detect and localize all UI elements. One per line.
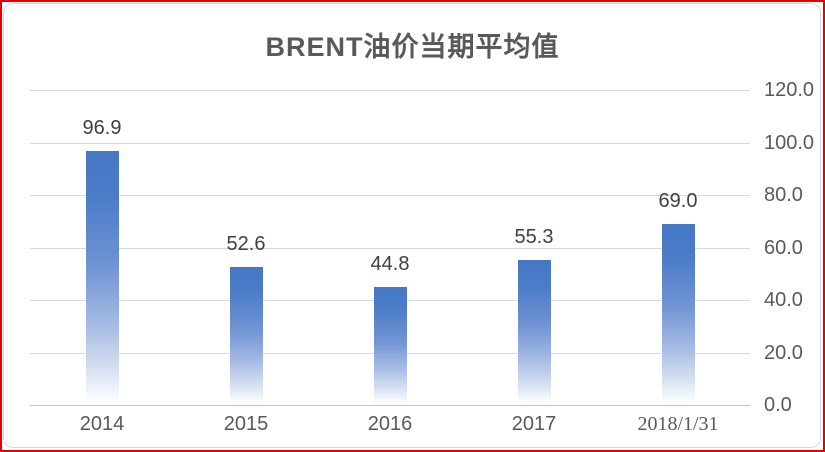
data-label: 69.0 [658, 190, 698, 212]
plot-area [30, 90, 750, 406]
bar-2016 [374, 287, 407, 405]
gridline [30, 90, 750, 91]
gridline [30, 248, 750, 249]
y-tick-label: 60.0 [764, 237, 803, 259]
x-tick-label: 2018/1/31 [637, 413, 719, 435]
gridline [30, 143, 750, 144]
chart-title: BRENT油价当期平均值 [265, 32, 560, 62]
bar-2015 [230, 267, 263, 405]
y-tick-label: 100.0 [764, 132, 815, 154]
y-tick-label: 20.0 [764, 342, 803, 364]
y-tick-label: 0.0 [764, 394, 792, 416]
bar-2014 [86, 151, 119, 405]
data-label: 44.8 [370, 253, 410, 275]
bar-2018/1/31 [662, 224, 695, 405]
data-label: 52.6 [226, 233, 266, 255]
bar-2017 [518, 260, 551, 405]
x-axis-line [30, 405, 750, 406]
x-tick-label: 2014 [79, 413, 125, 435]
y-tick-label: 120.0 [764, 79, 815, 101]
data-label: 96.9 [82, 117, 122, 139]
y-tick-label: 80.0 [764, 184, 803, 206]
x-tick-label: 2017 [511, 413, 557, 435]
gridline [30, 195, 750, 196]
y-tick-label: 40.0 [764, 289, 803, 311]
data-label: 55.3 [514, 226, 554, 248]
x-tick-label: 2015 [223, 413, 269, 435]
x-tick-label: 2016 [367, 413, 413, 435]
